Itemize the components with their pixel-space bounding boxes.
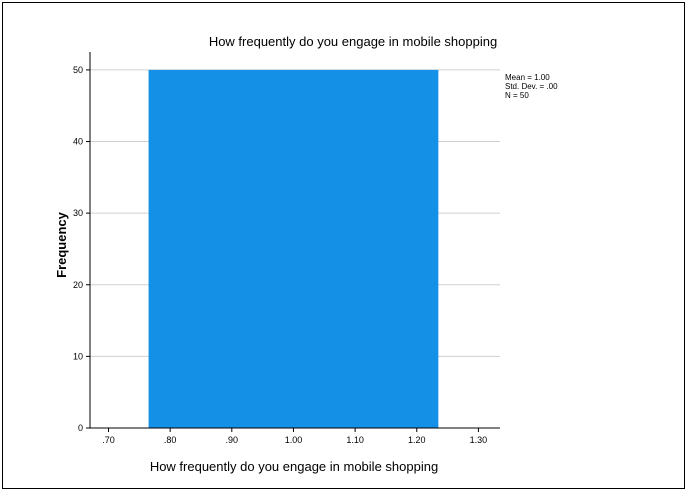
x-tick-label-.90: .90	[226, 435, 239, 445]
stats-std-dev: Std. Dev. = .00	[505, 82, 558, 91]
bars	[148, 69, 439, 429]
x-tick-label-1.00: 1.00	[285, 435, 303, 445]
y-tick-label-30: 30	[73, 208, 83, 218]
stats-mean: Mean = 1.00	[505, 73, 550, 82]
x-tick-label-.80: .80	[164, 435, 177, 445]
y-tick-label-0: 0	[78, 423, 83, 433]
axes	[86, 52, 500, 432]
histogram-bar-1	[148, 69, 439, 429]
y-axis-title: Frequency	[54, 211, 69, 278]
x-tick-label-1.20: 1.20	[408, 435, 426, 445]
y-tick-label-50: 50	[73, 65, 83, 75]
y-tick-label-20: 20	[73, 280, 83, 290]
x-axis-title: How frequently do you engage in mobile s…	[150, 459, 438, 474]
tick-labels: 0 10 20 30 40 50 .70 .80 .90 1.00 1.10 1.20 1.30	[73, 65, 487, 445]
y-tick-label-10: 10	[73, 351, 83, 361]
chart-title: How frequently do you engage in mobile s…	[209, 34, 497, 49]
x-tick-label-1.30: 1.30	[470, 435, 488, 445]
stats-n: N = 50	[505, 91, 529, 100]
y-tick-label-40: 40	[73, 137, 83, 147]
x-tick-label-1.10: 1.10	[346, 435, 364, 445]
x-tick-label-.70: .70	[102, 435, 115, 445]
